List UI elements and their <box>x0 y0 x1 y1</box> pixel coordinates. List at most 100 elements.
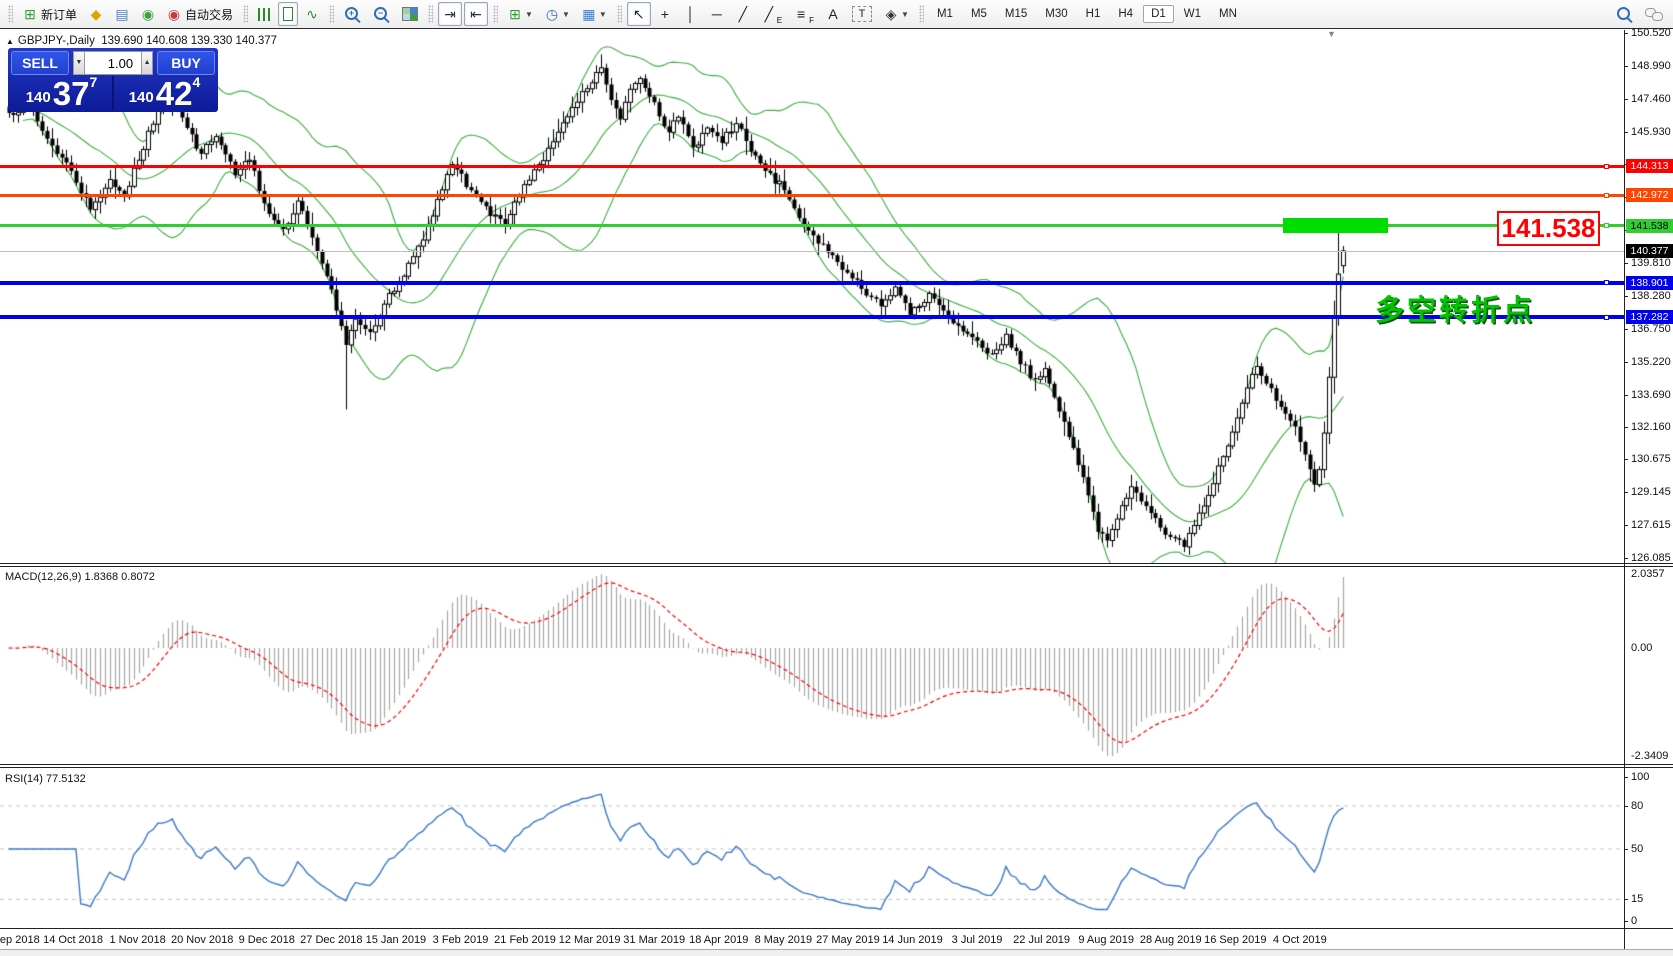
toolbar-group: ↖ + │ ─ ╱ ╱ E ≡ F A T ◈ ▼ <box>613 0 915 28</box>
sell-button[interactable]: SELL <box>11 51 69 75</box>
resistance-line-142972[interactable] <box>0 193 1624 197</box>
equidistant-channel-button[interactable]: ╱ E <box>757 2 787 26</box>
candlestick-chart-button[interactable] <box>278 2 299 26</box>
dropdown-caret-icon: ▼ <box>525 9 533 19</box>
tile-windows-button[interactable] <box>397 2 423 26</box>
timeframe-m15[interactable]: M15 <box>1004 8 1028 20</box>
collapse-panel-icon[interactable]: ▲ <box>6 37 14 46</box>
rsi-axis-label: 50 <box>1631 843 1644 855</box>
rsi-axis-label: 80 <box>1631 799 1644 812</box>
search-icon-button[interactable] <box>1611 2 1638 26</box>
buy-button[interactable]: BUY <box>157 51 215 75</box>
timeframe-h1[interactable]: H1 <box>1085 8 1101 20</box>
auto-scroll-button[interactable]: ⇥ <box>438 2 463 26</box>
chat-button[interactable] <box>1640 2 1668 26</box>
time-axis-label: 20 Nov 2018 <box>171 934 234 946</box>
line-chart-button[interactable]: ∿ <box>300 2 324 26</box>
new-order-button-label: 新订单 <box>41 7 78 22</box>
horizontal-line-button[interactable]: ─ <box>705 2 729 26</box>
text-label-button[interactable]: T <box>847 2 877 26</box>
bar-chart-button[interactable] <box>253 2 276 26</box>
arrows-button[interactable]: ◈ ▼ <box>879 2 914 26</box>
key-level-line-141538[interactable] <box>0 224 1624 228</box>
news-window-icon[interactable]: ▤ <box>110 2 134 26</box>
chart-shift-marker[interactable]: ▼ <box>1327 29 1336 39</box>
new-order-icon: ⊞ <box>24 6 36 22</box>
timeframe-m1[interactable]: M1 <box>936 8 953 20</box>
chat-icon <box>1645 7 1663 21</box>
time-axis-label: 9 Dec 2018 <box>238 934 295 946</box>
support-line-137282-handle[interactable] <box>1604 314 1609 320</box>
price-tag-138.901: 138.901 <box>1626 275 1673 290</box>
new-chart-button[interactable]: ⊞ ▼ <box>503 2 538 26</box>
ticks-icon[interactable]: ◆ <box>84 2 108 26</box>
support-line-138901-handle[interactable] <box>1604 280 1609 286</box>
volume-increase-button[interactable]: ▲ <box>141 51 154 75</box>
price-tick-label: 129.145 <box>1631 486 1671 499</box>
trendline-button[interactable]: ╱ <box>731 2 755 26</box>
volume-input[interactable] <box>84 51 142 75</box>
vertical-line-button[interactable]: │ <box>679 2 703 26</box>
price-tick <box>1624 131 1628 133</box>
zoom-out-button[interactable]: − <box>368 2 395 26</box>
main-chart-canvas[interactable] <box>0 30 1624 564</box>
price-tag-137.282: 137.282 <box>1626 310 1673 325</box>
timeframe-w1[interactable]: W1 <box>1183 8 1202 20</box>
buy-price[interactable]: 140 42 4 <box>114 74 215 112</box>
price-tick <box>1624 558 1628 559</box>
zoom-in-button[interactable]: + <box>339 2 366 26</box>
price-divider <box>112 76 114 110</box>
dropdown-caret-icon: ▼ <box>598 9 607 19</box>
fibonacci-button[interactable]: ≡ F <box>789 2 819 26</box>
ohlc-values: 139.690 140.608 139.330 140.377 <box>101 35 278 47</box>
sell-price[interactable]: 140 37 7 <box>11 74 112 110</box>
alerts-icon[interactable]: ◉ <box>136 2 160 26</box>
timeframe-mn[interactable]: MN <box>1219 8 1237 20</box>
cursor-button[interactable]: ↖ <box>626 2 651 26</box>
resistance-line-142972-handle[interactable] <box>1604 192 1609 198</box>
new-order-button[interactable]: ⊞ 新订单 <box>18 2 82 26</box>
time-axis-label: 1 Nov 2018 <box>109 934 166 946</box>
templates-button[interactable]: ▦ ▼ <box>577 2 612 26</box>
autotrading-button[interactable]: ◉ 自动交易 <box>162 2 238 26</box>
time-axis-label: 27 Dec 2018 <box>300 934 363 946</box>
price-tick <box>1624 98 1628 100</box>
price-tick-label: 139.810 <box>1631 257 1671 270</box>
time-axis-label: 14 Jun 2019 <box>882 934 943 946</box>
timeframe-h4[interactable]: H4 <box>1118 8 1134 20</box>
timeframe-m5[interactable]: M5 <box>970 8 987 20</box>
dropdown-caret-icon: ▼ <box>561 9 570 19</box>
text-button[interactable]: A <box>821 2 845 26</box>
crosshair-button[interactable]: + <box>653 2 677 26</box>
crosshair-icon: + <box>660 6 669 22</box>
chart-shift-button[interactable]: ⇤ <box>464 2 489 26</box>
rsi-pane-canvas[interactable] <box>0 769 1624 929</box>
price-tick <box>1624 263 1628 265</box>
pane-splitter-rsi[interactable] <box>0 764 1673 768</box>
vertical-line-icon: │ <box>686 6 696 22</box>
price-axis-border <box>1624 30 1625 950</box>
profiles-button[interactable]: ◷ ▼ <box>540 2 575 26</box>
turning-point-annotation[interactable]: 多空转折点 <box>1375 295 1536 327</box>
key-level-line-141538-handle[interactable] <box>1604 223 1609 229</box>
pane-splitter-macd[interactable] <box>0 563 1673 567</box>
support-line-137282[interactable] <box>0 315 1624 320</box>
time-axis-label: 9 Aug 2019 <box>1078 934 1135 946</box>
support-line-138901[interactable] <box>0 280 1624 285</box>
resistance-line-144313-handle[interactable] <box>1604 163 1609 169</box>
timeframe-m30[interactable]: M30 <box>1045 8 1068 20</box>
buy-price-big: 42 <box>155 75 193 112</box>
trendline-icon: ╱ <box>738 6 748 22</box>
timeframe-d1[interactable]: D1 <box>1143 5 1174 23</box>
trade-panel-buttons: SELL ▼ ▲ BUY <box>11 51 215 75</box>
key-level-rectangle[interactable] <box>1283 218 1388 234</box>
candlestick-icon <box>283 5 294 22</box>
volume-decrease-button[interactable]: ▼ <box>73 51 85 75</box>
level-callout-box[interactable]: 141.538 <box>1497 211 1600 246</box>
toolbar-group: ⊞ ▼ ◷ ▼ ▦ ▼ <box>489 0 613 28</box>
rsi-tick <box>1624 777 1628 778</box>
resistance-line-144313[interactable] <box>0 164 1624 168</box>
macd-pane-canvas[interactable] <box>0 566 1624 763</box>
trade-panel-prices: 140 37 7 140 42 4 <box>11 74 215 112</box>
